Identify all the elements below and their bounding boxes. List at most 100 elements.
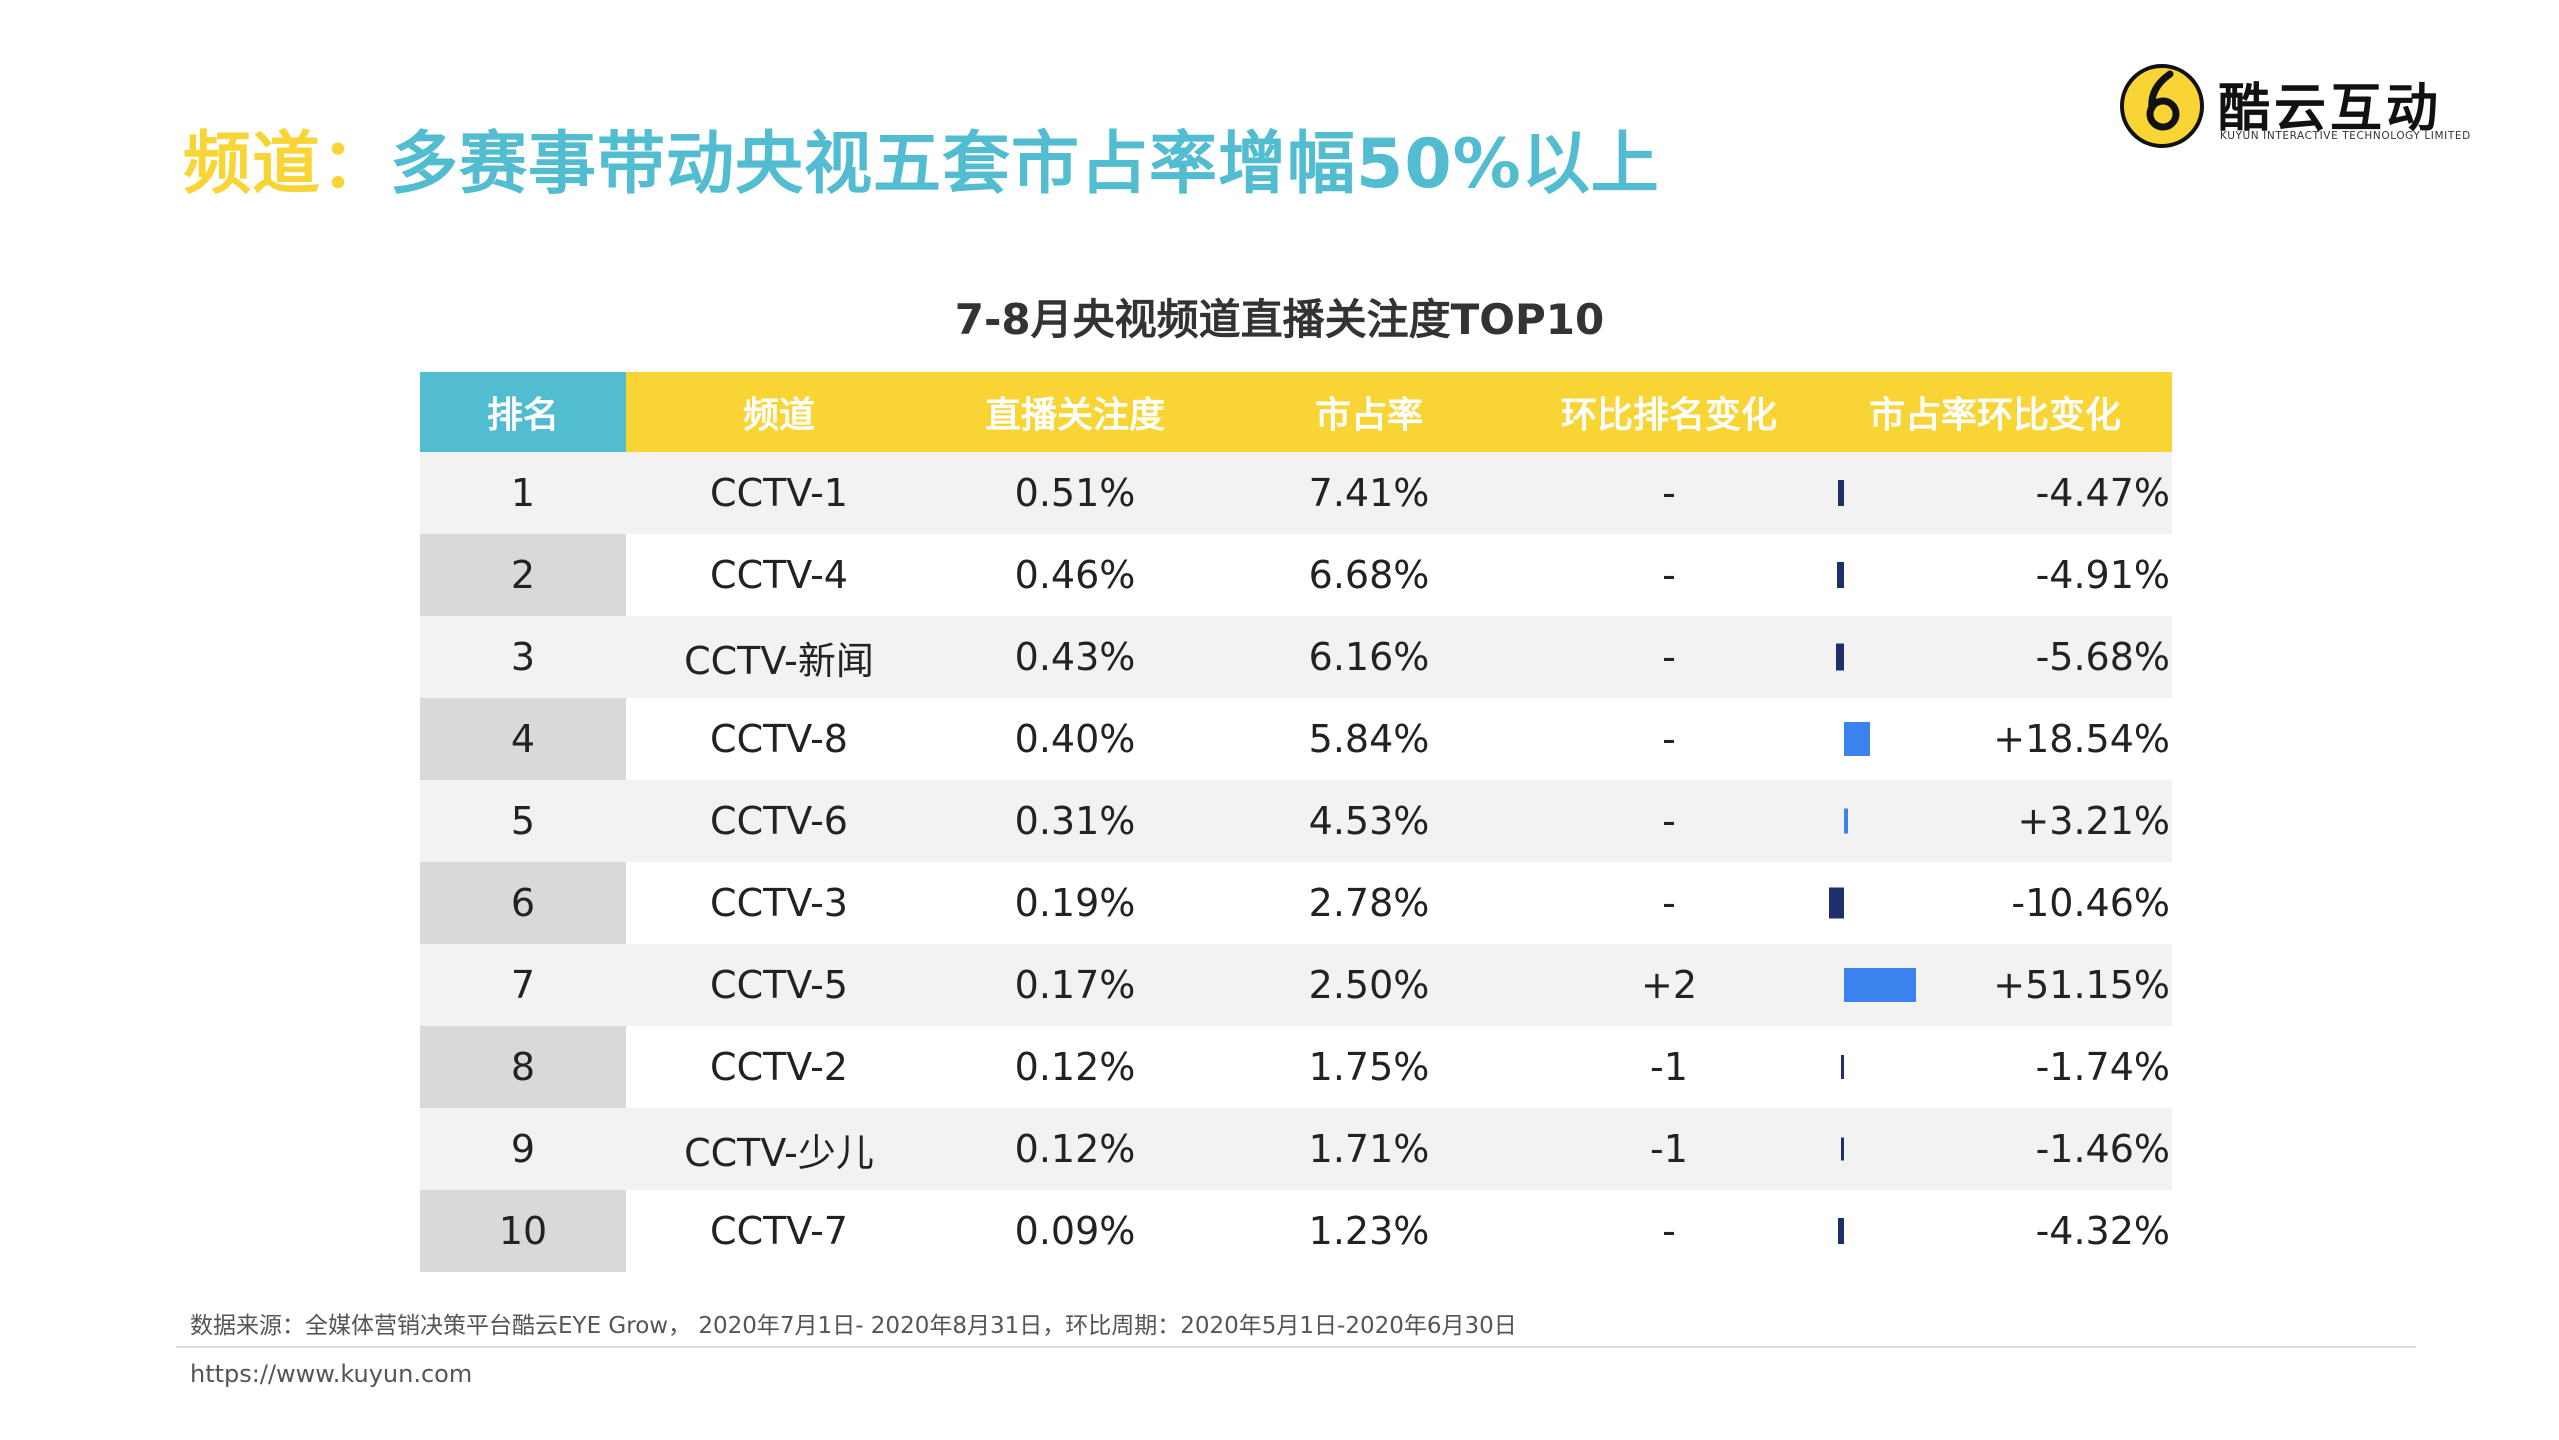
cell-attention: 0.19% [932,862,1218,944]
cell-attention: 0.09% [932,1190,1218,1272]
cell-attention: 0.12% [932,1026,1218,1108]
table-row: 1 CCTV-1 0.51% 7.41% - -4.47% [420,452,2172,534]
col-header-rank: 排名 [420,372,626,452]
col-header-share: 市占率 [1218,372,1520,452]
cell-share-change: -4.91% [1818,534,2172,616]
share-change-value: -4.47% [2035,471,2170,515]
cell-channel: CCTV-5 [626,944,932,1026]
cell-channel: CCTV-6 [626,780,932,862]
cell-attention: 0.31% [932,780,1218,862]
negative-change-bar [1829,887,1844,919]
cell-rank-change: - [1520,452,1818,534]
cell-rank-change: - [1520,616,1818,698]
cell-rank: 4 [420,698,626,780]
title-main: 多赛事带动央视五套市占率增幅50%以上 [390,125,1660,204]
table-row: 10 CCTV-7 0.09% 1.23% - -4.32% [420,1190,2172,1272]
cell-share-change: -4.47% [1818,452,2172,534]
cell-share-change: -5.68% [1818,616,2172,698]
cell-attention: 0.40% [932,698,1218,780]
cell-rank: 8 [420,1026,626,1108]
table-row: 9 CCTV-少儿 0.12% 1.71% -1 -1.46% [420,1108,2172,1190]
positive-change-bar [1844,808,1848,834]
cell-attention: 0.43% [932,616,1218,698]
cell-channel: CCTV-2 [626,1026,932,1108]
cell-rank: 1 [420,452,626,534]
col-header-attention: 直播关注度 [932,372,1218,452]
table-title: 7-8月央视频道直播关注度TOP10 [954,295,1605,344]
cell-channel: CCTV-新闻 [626,616,932,698]
cell-share: 2.78% [1218,862,1520,944]
cell-share: 6.16% [1218,616,1520,698]
cell-share: 4.53% [1218,780,1520,862]
share-change-value: -10.46% [2011,881,2170,925]
table-row: 3 CCTV-新闻 0.43% 6.16% - -5.68% [420,616,2172,698]
cell-channel: CCTV-8 [626,698,932,780]
negative-change-bar [1838,1218,1844,1244]
ranking-table: 排名 频道 直播关注度 市占率 环比排名变化 市占率环比变化 1 CCTV-1 0.… [420,372,2172,1272]
cell-rank: 10 [420,1190,626,1272]
cell-channel: CCTV-少儿 [626,1108,932,1190]
cell-channel: CCTV-7 [626,1190,932,1272]
positive-change-bar [1844,968,1916,1002]
logo-name: 酷云互动 [2218,79,2443,139]
cell-share: 1.23% [1218,1190,1520,1272]
kuyun-logo: 酷云互动 KUYUN INTERACTIVE TECHNOLOGY LIMITE… [2120,64,2480,154]
cell-channel: CCTV-3 [626,862,932,944]
share-change-value: -5.68% [2035,635,2170,679]
cell-rank-change: +2 [1520,944,1818,1026]
cell-rank-change: - [1520,862,1818,944]
share-change-value: -4.32% [2035,1209,2170,1253]
negative-change-bar [1837,562,1844,588]
cell-rank: 6 [420,862,626,944]
cell-rank: 3 [420,616,626,698]
share-change-value: -4.91% [2035,553,2170,597]
cell-share: 6.68% [1218,534,1520,616]
table-row: 7 CCTV-5 0.17% 2.50% +2 +51.15% [420,944,2172,1026]
cell-attention: 0.46% [932,534,1218,616]
table-row: 2 CCTV-4 0.46% 6.68% - -4.91% [420,534,2172,616]
share-change-value: +51.15% [1993,963,2170,1007]
cell-share: 2.50% [1218,944,1520,1026]
title-tag: 频道： [183,125,391,204]
cell-attention: 0.17% [932,944,1218,1026]
table-header-row: 排名 频道 直播关注度 市占率 环比排名变化 市占率环比变化 [420,372,2172,452]
data-source-note: 数据来源：全媒体营销决策平台酷云EYE Grow， 2020年7月1日- 202… [190,1313,1517,1339]
cell-share-change: -1.46% [1818,1108,2172,1190]
negative-change-bar [1838,480,1844,506]
table-row: 5 CCTV-6 0.31% 4.53% - +3.21% [420,780,2172,862]
cell-attention: 0.12% [932,1108,1218,1190]
cell-rank-change: -1 [1520,1026,1818,1108]
logo-subtitle: KUYUN INTERACTIVE TECHNOLOGY LIMITED [2220,130,2471,142]
cell-rank: 2 [420,534,626,616]
positive-change-bar [1844,722,1870,756]
cell-share: 1.71% [1218,1108,1520,1190]
cell-share-change: -4.32% [1818,1190,2172,1272]
cell-attention: 0.51% [932,452,1218,534]
page-title: 频道：多赛事带动央视五套市占率增幅50%以上 [183,108,1660,207]
footer-url: https://www.kuyun.com [190,1360,473,1388]
cell-rank: 7 [420,944,626,1026]
cell-share-change: -10.46% [1818,862,2172,944]
negative-change-bar [1841,1137,1844,1161]
share-change-value: -1.74% [2035,1045,2170,1089]
table-row: 4 CCTV-8 0.40% 5.84% - +18.54% [420,698,2172,780]
col-header-channel: 频道 [626,372,932,452]
share-change-value: +18.54% [1993,717,2170,761]
cell-channel: CCTV-1 [626,452,932,534]
kuyun-logo-icon [2120,64,2204,148]
footer-divider [176,1346,2416,1348]
cell-share: 5.84% [1218,698,1520,780]
cell-rank-change: - [1520,780,1818,862]
cell-rank: 5 [420,780,626,862]
col-header-share-change: 市占率环比变化 [1818,372,2172,452]
share-change-value: -1.46% [2035,1127,2170,1171]
cell-rank-change: - [1520,1190,1818,1272]
cell-rank-change: - [1520,534,1818,616]
share-change-value: +3.21% [2017,799,2170,843]
cell-rank: 9 [420,1108,626,1190]
cell-rank-change: - [1520,698,1818,780]
col-header-rank-change: 环比排名变化 [1520,372,1818,452]
negative-change-bar [1836,643,1844,671]
cell-share-change: +18.54% [1818,698,2172,780]
cell-share-change: -1.74% [1818,1026,2172,1108]
